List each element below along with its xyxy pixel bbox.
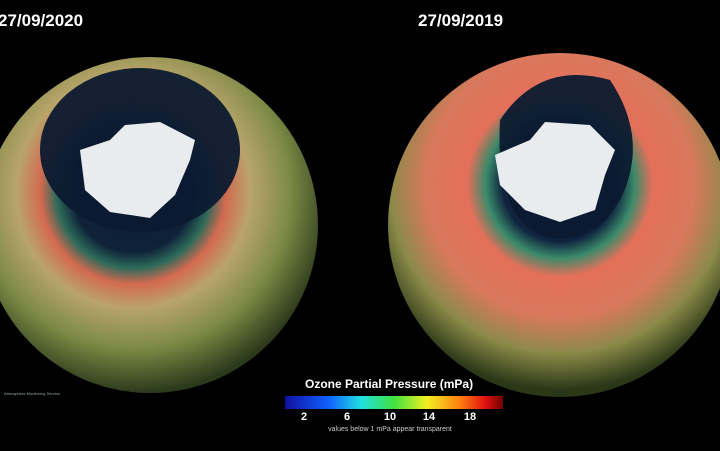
colorbar-tick: 6: [344, 411, 350, 423]
globe-2019: [388, 53, 720, 397]
colorbar-title: Ozone Partial Pressure (mPa): [305, 377, 473, 391]
colorbar: Ozone Partial Pressure (mPa) 2 6 10 14 1…: [285, 377, 503, 433]
globe-2020: [0, 57, 318, 393]
date-label: 27/09/2020: [0, 11, 83, 30]
colorbar-tick: 2: [301, 411, 307, 423]
colorbar-tick: 14: [423, 411, 436, 423]
colorbar-tick: 10: [384, 411, 396, 423]
colorbar-gradient: [285, 396, 503, 409]
colorbar-note: values below 1 mPa appear transparent: [328, 426, 452, 433]
colorbar-tick: 18: [464, 411, 476, 423]
logo-text: Atmosphere Monitoring Service: [4, 391, 61, 396]
date-label: 27/09/2019: [418, 11, 503, 30]
